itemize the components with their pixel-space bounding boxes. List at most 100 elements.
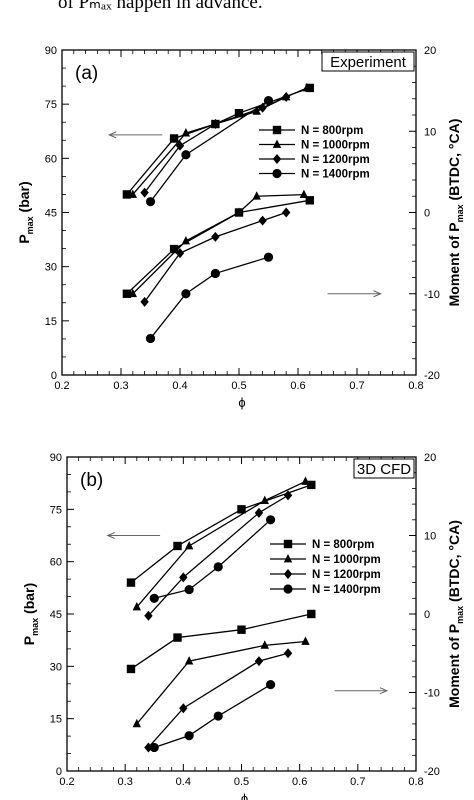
data-point-pmax	[181, 150, 191, 160]
data-point-pmax	[132, 602, 141, 611]
data-point-moment	[211, 231, 220, 242]
data-point-pmax	[234, 108, 244, 118]
legend-label: N = 800rpm	[301, 125, 363, 137]
y-right-tick-label: 10	[424, 531, 436, 543]
data-point-moment	[128, 288, 137, 298]
data-point-pmax	[254, 507, 264, 518]
legend: N = 800rpm N = 1000rpm N = 1200rpm N = 1400…	[259, 125, 370, 181]
data-point-pmax	[305, 83, 314, 93]
legend-marker	[272, 125, 282, 135]
data-point-moment	[181, 289, 191, 299]
legend-label: N = 1200rpm	[312, 569, 381, 581]
data-point-moment	[282, 207, 291, 218]
data-point-moment	[132, 718, 141, 728]
chart-panel-b: 0.2 0.3 0.4 0.5 0.6 0.7 0.8 0 15 30 45 60 75 90 -20 -10…	[21, 452, 465, 800]
data-point-pmax	[283, 490, 293, 501]
y-left-axis-label: Pmax (bar)	[21, 583, 40, 645]
series-2	[144, 490, 293, 753]
data-point-pmax	[145, 197, 156, 207]
series-line-moment	[149, 256, 269, 339]
data-point-moment	[252, 191, 261, 200]
box-label: Experiment	[330, 54, 407, 71]
y-right-tick-label: 20	[424, 45, 436, 57]
data-point-pmax	[126, 578, 136, 587]
right-axis-arrow-head	[379, 687, 389, 695]
legend-marker	[272, 154, 282, 164]
data-point-pmax	[263, 95, 274, 106]
data-point-pmax	[260, 495, 269, 505]
data-point-moment	[184, 731, 194, 741]
y-left-tick-label: 15	[50, 714, 62, 726]
data-point-pmax	[140, 187, 149, 198]
data-point-pmax	[265, 515, 276, 525]
legend-marker	[272, 168, 282, 179]
data-point-moment	[234, 207, 244, 216]
data-point-moment	[254, 656, 264, 667]
legend-label: N = 800rpm	[312, 539, 374, 551]
series-3	[145, 95, 274, 344]
x-tick-label: 0.7	[349, 380, 364, 392]
y-left-tick-label: 60	[45, 153, 57, 165]
data-point-moment	[301, 636, 310, 645]
left-axis-arrow-head	[106, 532, 115, 539]
legend-label: N = 1400rpm	[312, 584, 381, 596]
data-point-pmax	[211, 119, 220, 130]
data-point-pmax	[307, 480, 316, 490]
data-point-moment	[299, 189, 309, 199]
x-axis-label: ϕ	[238, 395, 245, 410]
y-left-tick-label: 75	[50, 504, 62, 516]
data-point-moment	[122, 289, 132, 298]
series-line-pmax	[126, 87, 311, 195]
x-tick-label: 0.3	[118, 776, 133, 788]
legend-marker	[283, 539, 293, 549]
y-left-tick-label: 75	[45, 99, 57, 111]
series-line-moment	[130, 613, 312, 670]
data-point-moment	[149, 742, 159, 753]
chart-panel-a: 0.2 0.3 0.4 0.5 0.6 0.7 0.8 0 15 30 45 60 75 90 -20 -10…	[16, 45, 465, 410]
data-point-pmax	[184, 584, 194, 595]
y-left-axis-label: Pmax (bar)	[16, 181, 35, 243]
series-0	[126, 480, 316, 674]
y-right-tick-label: 20	[424, 452, 436, 464]
x-tick-label: 0.2	[59, 776, 74, 788]
data-point-moment	[237, 625, 246, 634]
y-right-tick-label: 10	[424, 126, 436, 138]
y-left-tick-label: 0	[56, 766, 62, 778]
x-tick-label: 0.6	[292, 776, 307, 788]
y-left-tick-label: 15	[45, 316, 57, 328]
series-line-moment	[147, 652, 289, 748]
data-point-pmax	[252, 106, 261, 115]
series-line-moment	[154, 684, 271, 749]
y-left-tick-label: 0	[51, 370, 57, 382]
series-1	[128, 82, 312, 298]
caption-fragment: of Pₘₐₓ happen in advance.	[58, 0, 263, 13]
y-right-tick-label: 0	[424, 609, 430, 621]
data-point-moment	[184, 656, 194, 665]
data-point-pmax	[149, 593, 159, 603]
x-tick-label: 0.4	[172, 380, 187, 392]
data-point-pmax	[122, 190, 132, 199]
data-point-moment	[283, 648, 293, 659]
data-point-moment	[260, 640, 269, 649]
right-axis-arrow-head	[373, 290, 382, 298]
data-point-pmax	[128, 189, 137, 198]
y-left-tick-label: 90	[45, 45, 57, 57]
data-point-pmax	[144, 610, 153, 621]
series-line-pmax	[130, 484, 312, 584]
data-point-pmax	[302, 82, 312, 92]
series-1	[132, 476, 310, 728]
series-0	[122, 83, 314, 298]
y-right-tick-label: -20	[424, 370, 440, 382]
data-point-moment	[263, 252, 274, 262]
data-point-moment	[145, 333, 156, 344]
data-point-moment	[169, 244, 179, 254]
legend-marker	[283, 569, 293, 579]
data-point-moment	[265, 680, 276, 690]
data-point-moment	[175, 248, 185, 259]
data-point-pmax	[181, 128, 191, 137]
data-point-pmax	[175, 140, 185, 151]
x-tick-label: 0.8	[408, 776, 423, 788]
box-label-frame	[321, 51, 415, 72]
x-tick-label: 0.7	[350, 776, 365, 788]
